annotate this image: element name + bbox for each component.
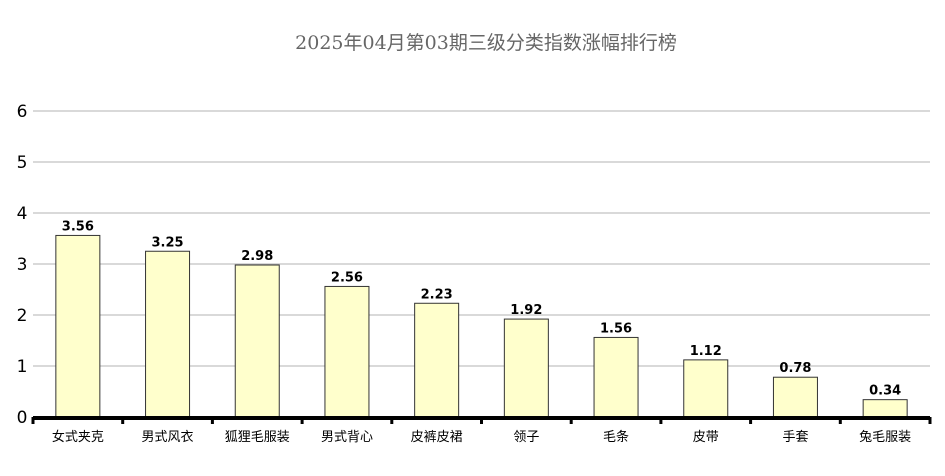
- y-tick-label: 5: [17, 153, 28, 173]
- data-labels: 3.56 3.25 2.98 2.56 2.23 1.92 1.56 1.12 0.78 0.34: [62, 219, 901, 398]
- x-tick-label: 皮带: [693, 430, 719, 445]
- y-tick-label: 1: [17, 357, 28, 377]
- bar: [862, 399, 908, 418]
- x-tick-label: 狐狸毛服装: [225, 430, 290, 445]
- data-label: 2.23: [421, 287, 453, 302]
- data-label: 1.92: [510, 303, 542, 318]
- y-tick-label: 0: [17, 408, 28, 428]
- data-label: 2.56: [331, 270, 363, 285]
- bar: [414, 302, 460, 418]
- x-axis-ticks: 女式夹克 男式风衣 狐狸毛服装 男式背心 皮裤皮裙 领子 毛条 皮带 手套 兔毛服装: [52, 429, 911, 445]
- bar: [772, 376, 818, 418]
- data-label: 3.25: [152, 235, 184, 250]
- bars: [55, 234, 908, 418]
- x-tick-label: 男式风衣: [142, 429, 194, 445]
- x-tick-label: 领子: [513, 430, 539, 445]
- y-tick-label: 6: [17, 102, 28, 122]
- x-tick-label: 男式背心: [321, 430, 373, 445]
- x-axis: [31, 416, 932, 424]
- bar: [55, 234, 101, 418]
- x-tick-label: 皮裤皮裙: [411, 430, 463, 445]
- data-label: 2.98: [241, 249, 273, 264]
- bar: [503, 318, 549, 418]
- bar: [593, 336, 639, 418]
- data-label: 1.56: [600, 321, 632, 336]
- x-tick-label: 兔毛服装: [859, 430, 911, 445]
- data-label: 3.56: [62, 219, 94, 234]
- data-label: 0.78: [779, 361, 811, 376]
- y-tick-label: 2: [17, 306, 28, 326]
- bar: [324, 285, 370, 418]
- y-axis-ticks: 0 1 2 3 4 5 6: [17, 102, 28, 428]
- data-label: 1.12: [690, 344, 722, 359]
- bar: [683, 359, 729, 418]
- bar: [145, 250, 191, 418]
- x-tick-label: 手套: [782, 429, 808, 445]
- data-label: 0.34: [869, 384, 901, 399]
- bar: [234, 264, 280, 418]
- x-tick-label: 女式夹克: [52, 429, 104, 445]
- chart-title: 2025年04月第03期三级分类指数涨幅排行榜: [295, 32, 677, 54]
- x-tick-label: 毛条: [603, 429, 629, 445]
- y-tick-label: 3: [17, 255, 28, 275]
- y-tick-label: 4: [17, 204, 28, 224]
